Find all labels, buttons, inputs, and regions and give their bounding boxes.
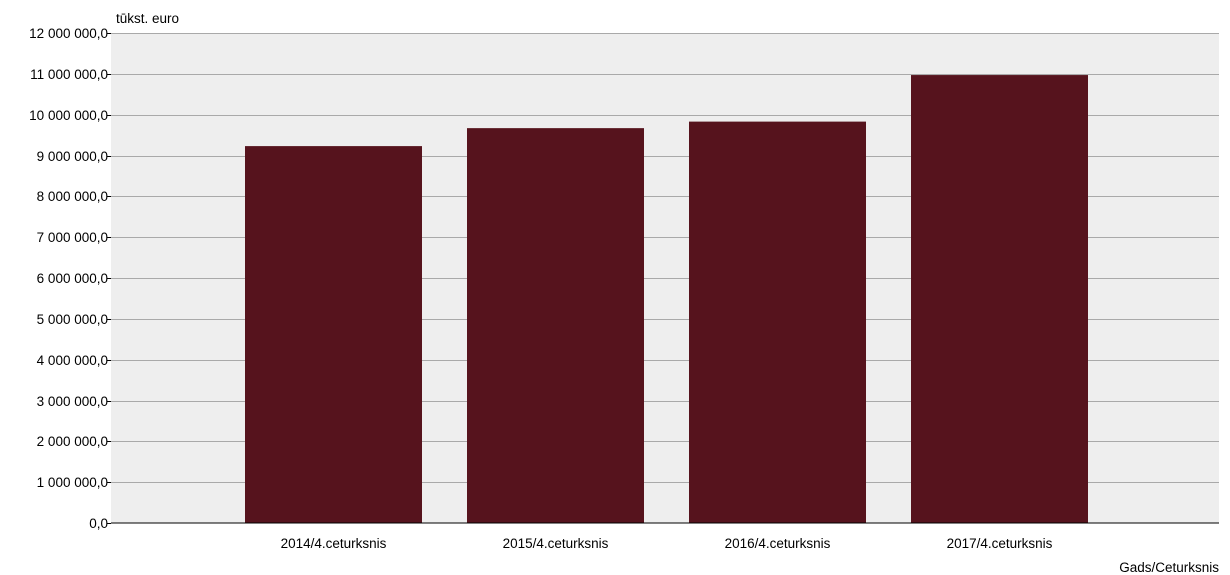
x-tick-label: 2014/4.ceturksnis	[281, 536, 387, 551]
x-tick-label: 2017/4.ceturksnis	[947, 536, 1053, 551]
bars	[245, 75, 1088, 523]
bar	[467, 128, 644, 523]
y-tick-label: 12 000 000,0	[29, 26, 108, 41]
bar	[689, 121, 866, 523]
x-tick-label: 2015/4.ceturksnis	[503, 536, 609, 551]
y-tick-label: 1 000 000,0	[37, 475, 108, 490]
y-tick-label: 5 000 000,0	[37, 312, 108, 327]
y-tick-label: 8 000 000,0	[37, 189, 108, 204]
y-tick-label: 9 000 000,0	[37, 149, 108, 164]
y-tick-label: 3 000 000,0	[37, 394, 108, 409]
x-tick-label: 2016/4.ceturksnis	[725, 536, 831, 551]
x-axis-title: Gads/Ceturksnis	[1119, 560, 1219, 575]
bar	[245, 146, 422, 523]
y-tick-label: 0,0	[89, 516, 108, 531]
y-tick-label: 11 000 000,0	[30, 67, 108, 82]
x-axis-ticks: 2014/4.ceturksnis 2015/4.ceturksnis 2016/4…	[281, 536, 1053, 551]
y-axis-title: tūkst. euro	[116, 11, 179, 26]
y-tick-label: 2 000 000,0	[37, 434, 108, 449]
y-tick-label: 6 000 000,0	[37, 271, 108, 286]
y-tick-label: 4 000 000,0	[37, 353, 108, 368]
y-axis-ticks: 0,0 1 000 000,0 2 000 000,0 3 000 000,0 4 00…	[29, 26, 111, 531]
bar	[911, 75, 1088, 523]
y-tick-label: 10 000 000,0	[29, 108, 108, 123]
y-tick-label: 7 000 000,0	[37, 230, 108, 245]
